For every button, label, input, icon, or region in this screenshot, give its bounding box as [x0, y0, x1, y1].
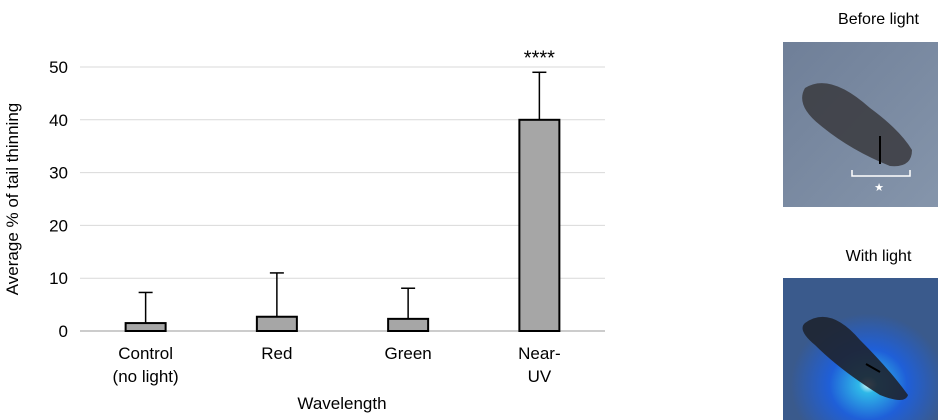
y-tick-label: 30 [49, 164, 68, 183]
x-axis-title: Wavelength [297, 394, 386, 413]
y-tick-label: 40 [49, 111, 68, 130]
y-tick-label: 10 [49, 269, 68, 288]
bar [255, 315, 298, 332]
x-tick-label: Near- UV [518, 344, 561, 386]
bar [124, 322, 167, 332]
y-tick-label: 20 [49, 216, 68, 235]
x-tick-label: Control (no light) [112, 344, 179, 386]
significance-label: **** [524, 47, 555, 69]
photo-with-light [783, 278, 938, 420]
bar [518, 118, 561, 332]
bar [387, 317, 430, 332]
image-title: With light [845, 248, 912, 265]
x-tick-label: Red [261, 344, 293, 363]
y-axis-title: Average % of tail thinning [3, 103, 22, 295]
y-tick-label: 50 [49, 58, 68, 77]
image-title: Before light [838, 11, 919, 28]
x-tick-label: Green [384, 344, 432, 363]
photo-before: ★ [783, 42, 938, 207]
svg-text:★: ★ [874, 182, 884, 194]
y-tick-label: 0 [59, 322, 68, 341]
